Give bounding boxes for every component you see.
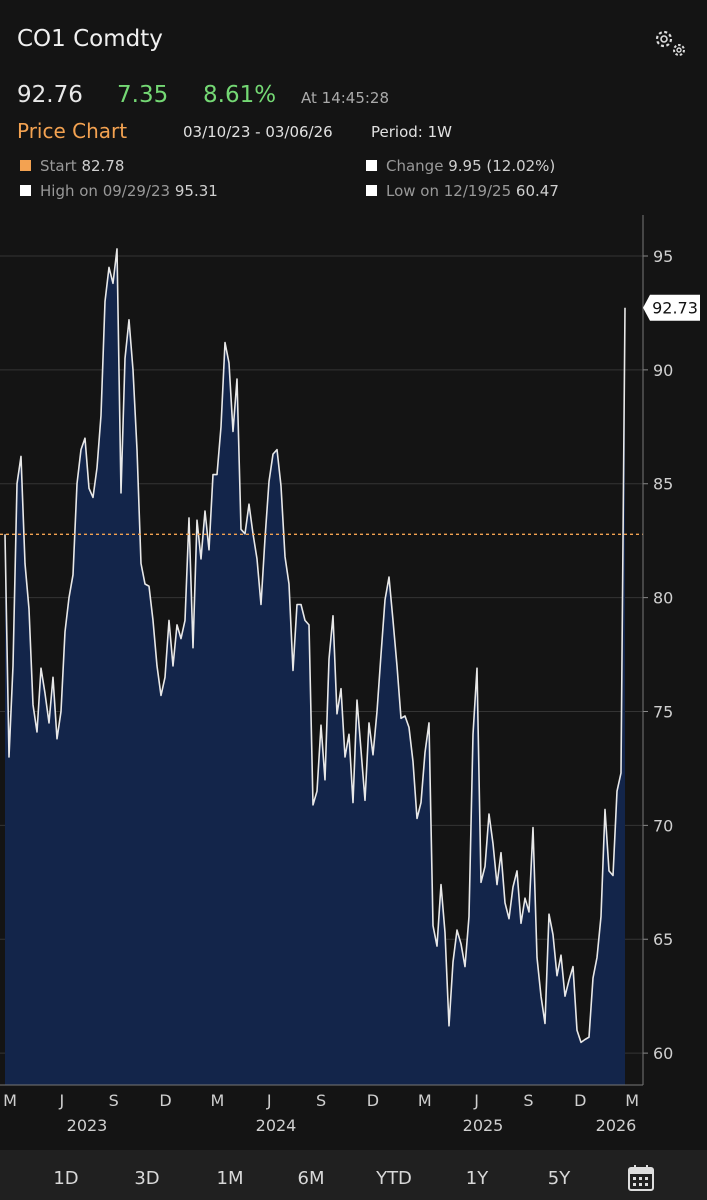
calendar-icon[interactable] <box>627 1164 655 1192</box>
x-month-label: J <box>473 1091 479 1110</box>
last-value-label: 92.73 <box>652 299 698 318</box>
range-button[interactable]: YTD <box>376 1168 412 1189</box>
area <box>5 248 625 1085</box>
range-button[interactable]: 6M <box>297 1168 325 1189</box>
y-tick-label: 65 <box>653 930 673 949</box>
stat-start: Start 82.78 <box>20 157 124 175</box>
stat-label: High on 09/29/23 <box>40 182 171 200</box>
ticker-title: CO1 Comdty <box>17 26 163 52</box>
stat-value: 9.95 (12.02%) <box>448 157 556 175</box>
stat-label: Start <box>40 157 77 175</box>
price-line <box>4 248 626 1044</box>
timestamp: At 14:45:28 <box>301 89 390 107</box>
last-value-tag <box>643 294 700 321</box>
last-price: 92.76 <box>17 82 83 108</box>
y-tick-label: 85 <box>653 475 673 494</box>
x-year-label: 2025 <box>463 1116 504 1135</box>
y-tick-label: 95 <box>653 247 673 266</box>
y-tick-label: 80 <box>653 589 673 608</box>
x-month-label: S <box>523 1091 533 1110</box>
y-tick-label: 90 <box>653 361 673 380</box>
y-tick-label: 60 <box>653 1044 673 1063</box>
range-bar <box>0 1150 707 1200</box>
x-month-label: M <box>418 1091 432 1110</box>
x-month-label: M <box>625 1091 639 1110</box>
stat-value: 82.78 <box>81 157 125 175</box>
x-month-label: D <box>367 1091 379 1110</box>
x-month-label: M <box>210 1091 224 1110</box>
y-tick-label: 75 <box>653 702 673 721</box>
date-range: 03/10/23 - 03/06/26 <box>183 123 333 141</box>
pct-change: 8.61% <box>203 82 277 108</box>
x-year-label: 2023 <box>67 1116 108 1135</box>
range-button[interactable]: 3D <box>134 1168 160 1189</box>
x-year-label: 2024 <box>256 1116 297 1135</box>
x-year-label: 2026 <box>596 1116 637 1135</box>
period: Period: 1W <box>371 123 452 141</box>
x-month-label: S <box>109 1091 119 1110</box>
x-month-label: D <box>574 1091 586 1110</box>
section-title: Price Chart <box>17 119 128 143</box>
x-month-label: M <box>3 1091 17 1110</box>
range-button[interactable]: 1D <box>53 1168 79 1189</box>
stat-label: Change <box>386 157 444 175</box>
x-month-label: J <box>266 1091 272 1110</box>
stat-change: Change 9.95 (12.02%) <box>366 157 555 175</box>
net-change: 7.35 <box>117 82 169 108</box>
y-tick-label: 70 <box>653 816 673 835</box>
stat-label: Low on 12/19/25 <box>386 182 512 200</box>
settings-icon[interactable] <box>650 26 690 60</box>
x-month-label: S <box>316 1091 326 1110</box>
price-chart: 60 65 70 75 80 85 90 95 92.73 M J S D M J S D M J S D M 2023 20… <box>0 215 700 1135</box>
range-button[interactable]: 1M <box>216 1168 244 1189</box>
range-button[interactable]: 5Y <box>547 1168 571 1189</box>
x-month-label: J <box>58 1091 64 1110</box>
stat-low: Low on 12/19/25 60.47 <box>366 182 559 200</box>
x-month-label: D <box>159 1091 171 1110</box>
range-button[interactable]: 1Y <box>465 1168 489 1189</box>
stat-high: High on 09/29/23 95.31 <box>20 182 218 200</box>
stat-value: 95.31 <box>174 182 218 200</box>
stat-value: 60.47 <box>515 182 559 200</box>
